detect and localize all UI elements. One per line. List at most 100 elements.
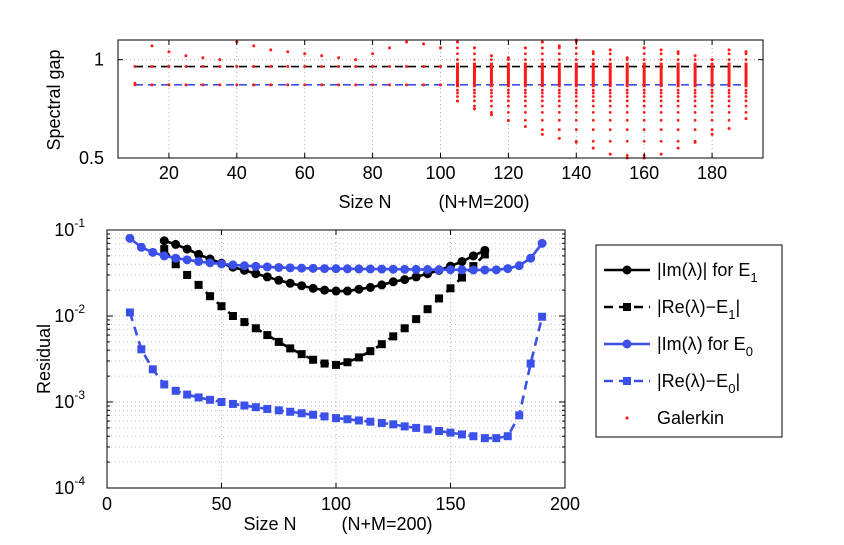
bottom-y-tick-base: 10 <box>54 478 74 498</box>
galerkin-dot <box>727 58 731 62</box>
series-marker <box>446 428 455 437</box>
series-marker <box>182 255 192 265</box>
series-marker <box>412 315 421 324</box>
legend-label-tail: | <box>735 371 740 391</box>
galerkin-dot <box>540 132 544 136</box>
galerkin-dot <box>693 99 697 103</box>
galerkin-dot <box>642 99 646 103</box>
legend-label-subscript: 1 <box>728 307 735 322</box>
legend-label-subscript: 0 <box>728 381 735 396</box>
series-marker <box>342 286 352 296</box>
galerkin-dot <box>455 40 459 44</box>
galerkin-dot <box>693 104 697 108</box>
series-marker <box>297 350 306 359</box>
series-marker <box>411 272 421 282</box>
galerkin-dot <box>591 128 595 132</box>
galerkin-dot <box>642 91 646 95</box>
galerkin-dot <box>506 104 510 108</box>
series-marker <box>377 264 387 274</box>
galerkin-dot <box>371 65 375 69</box>
galerkin-dot <box>642 58 646 62</box>
series-marker <box>491 265 501 275</box>
bottom-x-tick-label: 100 <box>321 494 351 514</box>
galerkin-dot <box>456 95 459 98</box>
series-marker <box>492 434 501 443</box>
galerkin-dot <box>540 91 544 95</box>
galerkin-dot <box>676 91 680 95</box>
galerkin-dot <box>727 91 731 95</box>
series-marker <box>148 365 157 374</box>
bottom-x-tick-label: 200 <box>550 494 580 514</box>
series-marker <box>217 398 226 406</box>
galerkin-dot <box>676 146 680 150</box>
galerkin-dot <box>405 83 409 87</box>
galerkin-dot <box>710 58 714 62</box>
galerkin-dot <box>642 118 646 122</box>
galerkin-dot <box>625 111 629 114</box>
series-marker <box>468 265 478 275</box>
galerkin-dot <box>167 65 171 69</box>
galerkin-dot <box>354 83 358 87</box>
galerkin-dot <box>523 91 527 95</box>
galerkin-dot <box>252 65 256 69</box>
series-marker <box>308 263 318 273</box>
galerkin-dot <box>506 95 510 98</box>
top-ylabel: Spectral gap <box>44 49 64 150</box>
legend-label-main: Galerkin <box>657 408 724 428</box>
galerkin-dot <box>574 140 578 144</box>
galerkin-dot <box>591 95 595 98</box>
bottom-y-tick-base: 10 <box>54 220 74 240</box>
series-marker <box>297 409 306 418</box>
series-marker <box>343 358 352 367</box>
galerkin-dot <box>150 83 154 87</box>
series-marker <box>423 425 432 434</box>
galerkin-dot <box>608 52 612 56</box>
galerkin-dot <box>608 91 612 95</box>
series-marker <box>354 264 364 274</box>
galerkin-dot <box>133 83 137 87</box>
series-marker <box>332 360 340 369</box>
galerkin-dot <box>439 65 442 69</box>
top-x-tick-label: 140 <box>561 163 591 183</box>
galerkin-dot <box>371 83 375 87</box>
series-marker <box>514 261 524 271</box>
galerkin-dot <box>490 111 493 114</box>
bottom-y-ticks: 10-110-210-310-4 <box>54 216 565 498</box>
series-marker <box>297 281 307 291</box>
series-marker <box>526 359 535 368</box>
series-marker <box>286 407 295 416</box>
galerkin-dot <box>642 52 646 56</box>
series-marker <box>159 251 169 261</box>
galerkin-dot <box>591 88 595 92</box>
series-marker <box>389 332 398 341</box>
galerkin-dot <box>659 58 663 62</box>
series-marker <box>160 380 169 389</box>
series-marker <box>537 238 547 248</box>
galerkin-dot <box>727 88 731 92</box>
galerkin-dot <box>540 111 544 114</box>
series-marker <box>412 423 421 432</box>
series-marker <box>206 395 215 404</box>
galerkin-dot <box>727 48 731 52</box>
galerkin-dot <box>540 58 544 62</box>
galerkin-dot <box>744 99 748 103</box>
galerkin-dot <box>642 95 646 98</box>
series-marker <box>217 259 226 269</box>
series-marker <box>457 257 467 267</box>
series-marker <box>285 263 295 273</box>
galerkin-dot <box>473 104 476 108</box>
series-marker <box>388 277 398 287</box>
bottom-series <box>125 233 547 443</box>
series-marker <box>400 324 409 333</box>
bottom-y-tick-base: 10 <box>54 392 74 412</box>
series-marker <box>354 416 363 425</box>
series-marker <box>446 284 455 293</box>
galerkin-dot <box>490 88 493 92</box>
galerkin-dot <box>286 65 290 69</box>
galerkin-dot <box>710 104 714 108</box>
galerkin-dot <box>506 99 510 103</box>
legend-item-im_e0: |Im(λ) for E0 <box>604 334 753 359</box>
galerkin-dot <box>506 56 510 60</box>
series-marker <box>171 253 181 263</box>
galerkin-dot <box>320 54 324 58</box>
